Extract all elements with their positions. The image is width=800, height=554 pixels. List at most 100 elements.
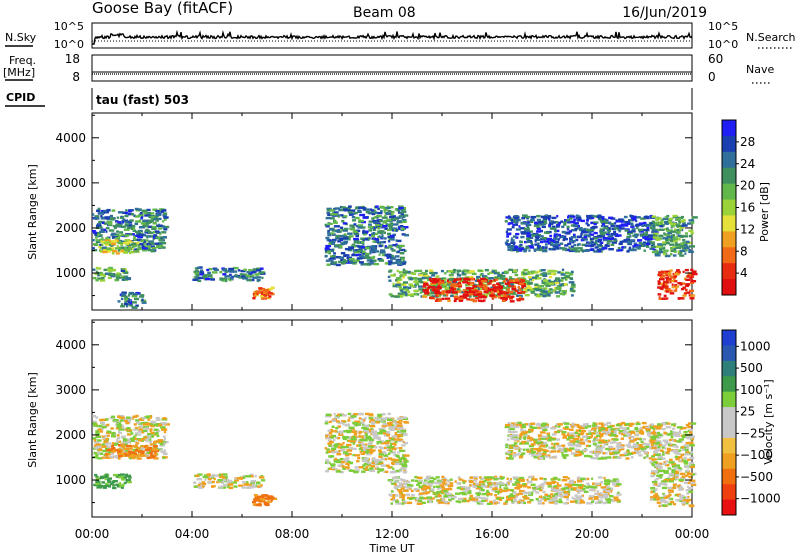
power-echo-cell — [466, 291, 473, 294]
power-echo-cell — [580, 249, 584, 252]
power-echo-cell — [525, 240, 531, 243]
power-echo-cell — [650, 227, 656, 230]
velocity-echo-cell — [251, 483, 256, 486]
power-echo-cell — [591, 216, 595, 220]
power-echo-cell — [577, 227, 583, 230]
power-echo-cell — [337, 215, 340, 218]
power-echo-cell — [374, 211, 378, 214]
power-colorbar-swatch — [722, 120, 736, 137]
power-echo-cell — [661, 219, 664, 222]
velocity-echo-cell — [518, 498, 522, 502]
power-echo-cell — [597, 234, 604, 238]
power-echo-cell — [508, 278, 515, 281]
velocity-echo-cell — [456, 486, 461, 490]
velocity-echo-cell — [245, 483, 250, 486]
power-echo-cell — [492, 295, 498, 299]
velocity-echo-cell — [105, 482, 109, 486]
power-echo-cell — [151, 246, 157, 250]
power-echo-cell — [386, 253, 391, 256]
velocity-echo-cell — [546, 482, 552, 485]
velocity-echo-cell — [398, 419, 403, 422]
power-echo-cell — [371, 232, 375, 236]
velocity-echo-cell — [362, 444, 366, 447]
velocity-echo-cell — [598, 431, 601, 434]
power-echo-cell — [510, 279, 517, 282]
power-echo-cell — [128, 212, 134, 216]
power-echo-cell — [599, 228, 604, 231]
velocity-echo-cell — [374, 462, 378, 465]
velocity-echo-cell — [344, 466, 350, 469]
velocity-echo-cell — [532, 489, 537, 492]
power-echo-cell — [400, 220, 407, 223]
power-echo-cell — [143, 219, 149, 222]
velocity-echo-cell — [627, 445, 634, 449]
velocity-echo-cell — [415, 479, 419, 483]
power-echo-cell — [324, 247, 330, 250]
power-echo-cell — [638, 228, 644, 232]
power-echo-cell — [632, 218, 637, 221]
power-echo-cell — [355, 253, 362, 257]
power-echo-cell — [509, 300, 515, 303]
power-echo-cell — [516, 250, 519, 253]
power-echo-cell — [462, 289, 467, 292]
velocity-echo-cell — [416, 483, 420, 486]
power-echo-cell — [423, 282, 429, 285]
velocity-echo-cell — [376, 462, 382, 465]
power-echo-cell — [160, 244, 164, 248]
power-echo-cell — [662, 217, 669, 221]
power-echo-cell — [388, 279, 392, 282]
power-echo-cell — [542, 218, 548, 221]
velocity-echo-cell — [373, 430, 378, 433]
velocity-echo-cell — [391, 435, 398, 438]
power-echo-cell — [487, 272, 490, 276]
power-echo-cell — [372, 247, 377, 250]
power-echo-cell — [569, 277, 573, 280]
power-echo-cell — [682, 286, 686, 289]
power-echo-cell — [433, 271, 438, 275]
velocity-echo-cell — [364, 446, 371, 449]
power-echo-cell — [573, 233, 576, 237]
power-echo-cell — [255, 273, 259, 277]
velocity-echo-cell — [356, 460, 360, 463]
power-echo-cell — [669, 292, 675, 295]
power-echo-cell — [530, 218, 535, 222]
velocity-echo-cell — [334, 416, 340, 419]
velocity-echo-cell — [481, 492, 487, 496]
power-echo-cell — [557, 221, 562, 225]
velocity-echo-cell — [468, 486, 471, 489]
power-echo-cell — [533, 248, 539, 251]
power-echo-cell — [478, 294, 481, 298]
velocity-echo-cell — [349, 469, 355, 472]
power-echo-cell — [422, 295, 428, 298]
velocity-echo-cell — [115, 427, 120, 430]
velocity-echo-cell — [553, 477, 558, 480]
power-echo-cell — [153, 215, 158, 219]
power-echo-cell — [616, 226, 622, 230]
power-echo-cell — [561, 225, 565, 229]
power-echo-cell — [685, 278, 691, 281]
velocity-echo-cell — [152, 448, 158, 451]
power-echo-cell — [138, 233, 144, 236]
power-echo-cell — [397, 227, 401, 231]
power-echo-cell — [630, 222, 634, 225]
power-echo-cell — [389, 257, 396, 260]
power-echo-cell — [157, 242, 162, 246]
power-echo-cell — [129, 292, 132, 295]
velocity-echo-cell — [118, 457, 121, 460]
velocity-echo-cell — [337, 425, 341, 428]
power-echo-cell — [642, 221, 647, 225]
velocity-echo-cell — [443, 490, 448, 493]
velocity-echo-cell — [329, 440, 334, 444]
velocity-echo-cell — [105, 442, 112, 445]
power-echo-cell — [514, 223, 518, 226]
power-echo-cell — [651, 231, 654, 234]
velocity-echo-cell — [469, 498, 473, 501]
power-echo-cell — [115, 247, 121, 250]
date-title: 16/Jun/2019 — [622, 5, 707, 21]
velocity-echo-cell — [576, 501, 582, 505]
velocity-echo-cell — [421, 501, 426, 504]
power-echo-cell — [586, 214, 592, 218]
power-echo-cell — [513, 248, 519, 251]
velocity-echo-cell — [365, 450, 370, 453]
velocity-echo-cell — [528, 475, 534, 479]
